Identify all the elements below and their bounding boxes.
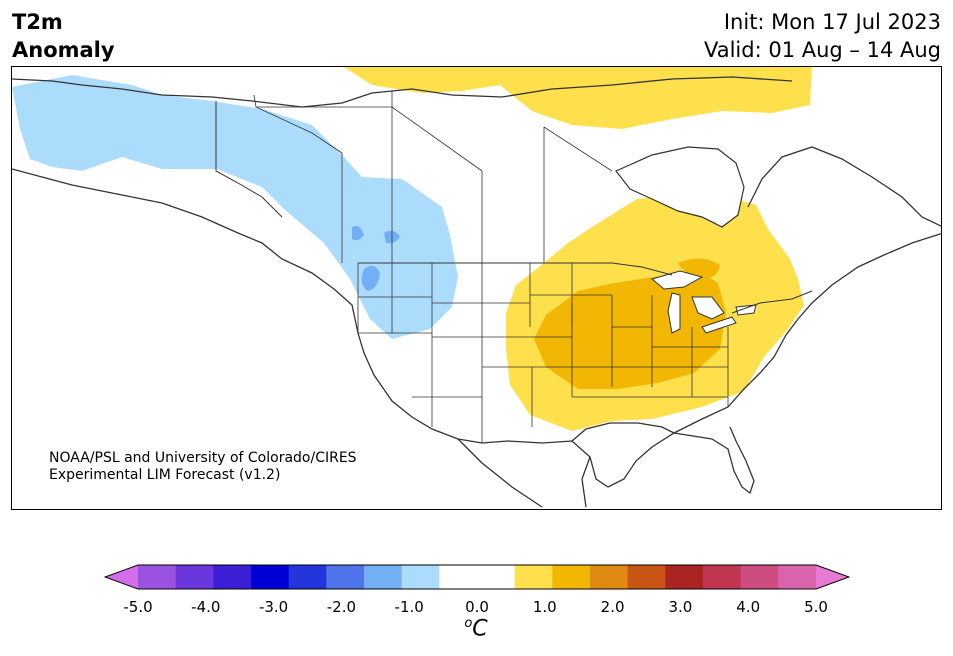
colorbar-outline — [104, 564, 850, 590]
unit-degree: o — [464, 616, 473, 631]
colorbar-cell — [326, 565, 365, 589]
colorbar-tick-label: -3.0 — [258, 598, 289, 616]
lake-huron — [691, 296, 725, 320]
forecast-dates: Init: Mon 17 Jul 2023 Valid: 01 Aug – 14… — [704, 8, 941, 64]
colorbar-cells — [105, 565, 849, 589]
colorbar-cell — [665, 565, 704, 589]
colorbar-cell — [740, 565, 779, 589]
cold-anomaly-core-bc — [352, 226, 364, 241]
colorbar-extend-high — [816, 565, 849, 589]
colorbar-cell — [627, 565, 666, 589]
mexico-coast — [457, 438, 591, 508]
colorbar-cell — [778, 565, 817, 589]
colorbar-unit: oC — [464, 616, 487, 641]
colorbar-tick-label: 2.0 — [600, 598, 625, 616]
alaska-canada-border — [215, 101, 283, 218]
valid-range: Valid: 01 Aug – 14 Aug — [703, 38, 941, 62]
anomaly-map — [12, 67, 941, 508]
gulf-coast — [571, 422, 675, 442]
colorbar-tick-label: 5.0 — [804, 598, 828, 616]
colorbar-cell — [213, 565, 252, 589]
colorbar-tick-label: 3.0 — [668, 598, 693, 616]
colorbar-tick-label: 1.0 — [532, 598, 557, 616]
cold-anomaly-region — [12, 75, 458, 339]
colorbar-cell — [401, 565, 440, 589]
colorbar-tick-label: -1.0 — [394, 598, 424, 616]
colorbar-cell — [703, 565, 742, 589]
map-panel — [11, 66, 942, 510]
colorbar-cell — [514, 565, 553, 589]
colorbar-cell — [138, 565, 177, 589]
hudson-bay — [615, 146, 745, 228]
title-line2: Anomaly — [12, 38, 115, 62]
colorbar-extend-low — [105, 565, 138, 589]
labrador-coast — [747, 146, 941, 227]
colorbar-cell — [251, 565, 290, 589]
colorbar-cell — [552, 565, 591, 589]
credit-line2: Experimental LIM Forecast (v1.2) — [49, 467, 281, 483]
coastline — [12, 76, 941, 488]
colorbar-tick-label: 4.0 — [736, 598, 761, 616]
init-date: Init: Mon 17 Jul 2023 — [723, 10, 941, 34]
unit-letter: C — [472, 616, 488, 642]
credit-line1: NOAA/PSL and University of Colorado/CIRE… — [49, 450, 357, 466]
map-title: T2m Anomaly — [12, 8, 115, 64]
data-credit: NOAA/PSL and University of Colorado/CIRE… — [49, 450, 357, 484]
lake-ontario — [735, 304, 757, 316]
colorbar-tick-label: 0.0 — [465, 598, 489, 616]
colorbar-cell — [175, 565, 214, 589]
province-borders — [253, 91, 613, 263]
lake-superior — [650, 270, 704, 290]
colorbar-tick-label: -5.0 — [123, 598, 153, 616]
florida-coast — [673, 426, 755, 495]
state-borders — [357, 263, 729, 443]
lake-erie — [701, 316, 737, 334]
title-line1: T2m — [12, 10, 63, 34]
lake-michigan — [667, 292, 681, 334]
colorbar-cell — [590, 565, 629, 589]
colorbar-cell — [477, 565, 516, 589]
colorbar-cell — [364, 565, 403, 589]
colorbar-tick-label: -2.0 — [326, 598, 357, 616]
colorbar — [104, 564, 850, 590]
cold-anomaly-core-idaho — [361, 265, 380, 291]
colorbar-tick-label: -4.0 — [191, 598, 221, 616]
colorbar-cell — [288, 565, 327, 589]
colorbar-cell — [439, 565, 478, 589]
warm-anomaly-arctic — [344, 67, 812, 129]
